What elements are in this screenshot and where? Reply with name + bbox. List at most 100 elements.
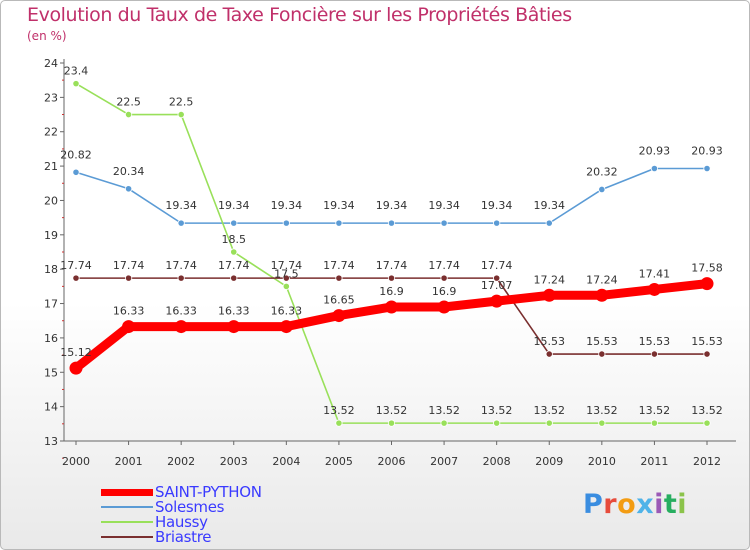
data-point-briastre — [230, 274, 238, 282]
data-label-saint-python: 17.24 — [586, 273, 618, 286]
data-label-solesmes: 19.34 — [428, 199, 460, 212]
data-label-saint-python: 17.41 — [639, 267, 671, 280]
data-point-briastre — [703, 350, 711, 358]
data-point-solesmes — [703, 164, 711, 173]
x-tick-label: 2009 — [535, 455, 563, 468]
axes: 13 14 15 16 17 18 19 20 21 22 23 24 2000 2001 2002 2003… — [44, 57, 736, 468]
data-point-briastre — [387, 274, 396, 282]
data-point-saint-python — [595, 288, 609, 302]
data-label-saint-python: 17.07 — [481, 279, 513, 292]
data-label-haussy: 22.5 — [116, 96, 141, 109]
y-tick-label: 16 — [44, 332, 58, 345]
data-label-saint-python: 16.9 — [432, 285, 457, 298]
data-point-saint-python — [227, 320, 241, 334]
data-point-briastre — [72, 274, 80, 282]
data-point-solesmes — [282, 219, 290, 227]
data-label-saint-python: 16.33 — [271, 305, 303, 318]
data-point-briastre — [177, 274, 185, 282]
data-label-solesmes: 19.34 — [218, 199, 250, 212]
data-label-haussy: 13.52 — [534, 404, 566, 417]
proxiti-logo: Proxiti — [583, 489, 687, 520]
data-label-solesmes: 20.34 — [113, 165, 145, 178]
data-point-briastre — [598, 350, 606, 358]
data-point-solesmes — [545, 219, 553, 227]
legend-label-saint-python: SAINT-PYTHON — [155, 483, 262, 501]
data-point-saint-python — [385, 300, 398, 314]
data-point-solesmes — [387, 219, 396, 227]
data-point-haussy — [650, 419, 659, 427]
data-label-briastre: 17.74 — [165, 259, 197, 272]
x-tick-label: 2011 — [640, 455, 668, 468]
logo-letter: x — [636, 489, 655, 520]
data-point-haussy — [177, 110, 185, 119]
data-label-saint-python: 16.9 — [379, 285, 404, 298]
data-labels-layer: 20.82 20.34 19.34 19.34 19.34 19.34 19.34 19.34… — [60, 65, 723, 418]
y-tick-label: 17 — [44, 298, 58, 311]
y-tick-label: 22 — [44, 126, 58, 139]
data-label-haussy: 23.4 — [64, 65, 89, 78]
y-tick-label: 18 — [44, 263, 58, 276]
data-label-haussy: 13.52 — [586, 404, 618, 417]
legend-swatch-saint-python — [101, 489, 153, 496]
data-label-briastre: 15.53 — [639, 335, 671, 348]
chart-title: Evolution du Taux de Taxe Foncière sur l… — [27, 4, 572, 26]
data-point-saint-python — [332, 309, 346, 323]
y-tick-label: 24 — [44, 57, 58, 70]
data-label-haussy: 22.5 — [169, 96, 194, 109]
data-label-saint-python: 16.33 — [165, 305, 197, 318]
data-label-solesmes: 20.32 — [586, 165, 618, 178]
data-label-haussy: 13.52 — [376, 404, 408, 417]
data-point-briastre — [493, 274, 501, 282]
data-point-haussy — [598, 419, 606, 427]
x-tick-label: 2000 — [62, 455, 90, 468]
data-point-solesmes — [335, 219, 343, 227]
x-tick-label: 2007 — [430, 455, 458, 468]
data-label-haussy: 13.52 — [428, 404, 460, 417]
data-label-briastre: 17.74 — [376, 259, 408, 272]
series-layer — [69, 80, 714, 427]
data-point-briastre — [440, 274, 448, 282]
data-label-haussy: 13.52 — [481, 404, 513, 417]
data-label-briastre: 17.74 — [323, 259, 355, 272]
data-point-saint-python — [174, 320, 188, 334]
x-tick-label: 2004 — [272, 455, 300, 468]
x-tick-label: 2012 — [693, 455, 721, 468]
data-label-saint-python: 16.65 — [323, 294, 355, 307]
logo-letter: t — [663, 489, 678, 520]
x-tick-label: 2003 — [220, 455, 248, 468]
data-point-briastre — [124, 274, 133, 282]
y-tick-label: 14 — [44, 401, 58, 414]
data-point-saint-python — [437, 300, 451, 314]
data-label-haussy: 18.5 — [222, 233, 247, 246]
logo-letter: i — [654, 489, 664, 520]
data-label-briastre: 17.74 — [428, 259, 460, 272]
legend-label-haussy: Haussy — [155, 513, 208, 531]
data-point-haussy — [545, 419, 553, 427]
data-label-saint-python: 16.33 — [113, 305, 145, 318]
data-point-solesmes — [440, 219, 448, 227]
data-label-briastre: 15.53 — [691, 335, 723, 348]
legend-label-briastre: Briastre — [155, 528, 212, 546]
data-label-solesmes: 19.34 — [165, 199, 197, 212]
data-label-briastre: 17.74 — [481, 259, 513, 272]
data-label-briastre: 17.74 — [113, 259, 145, 272]
logo-letter: r — [603, 489, 618, 520]
data-label-briastre: 17.74 — [271, 259, 303, 272]
data-point-haussy — [493, 419, 501, 427]
data-label-briastre: 17.74 — [218, 259, 250, 272]
y-tick-label: 20 — [44, 194, 58, 207]
data-point-saint-python — [69, 361, 83, 375]
data-label-briastre: 15.53 — [586, 335, 618, 348]
series-line-haussy — [75, 82, 708, 424]
data-label-haussy: 13.52 — [323, 404, 355, 417]
x-tick-label: 2008 — [483, 455, 511, 468]
y-tick-label: 19 — [44, 229, 58, 242]
data-label-solesmes: 20.93 — [691, 144, 723, 157]
logo-letter: P — [583, 489, 604, 520]
data-point-haussy — [124, 110, 133, 119]
data-label-solesmes: 20.93 — [639, 144, 671, 157]
data-point-saint-python — [279, 320, 293, 334]
data-label-solesmes: 19.34 — [376, 199, 408, 212]
